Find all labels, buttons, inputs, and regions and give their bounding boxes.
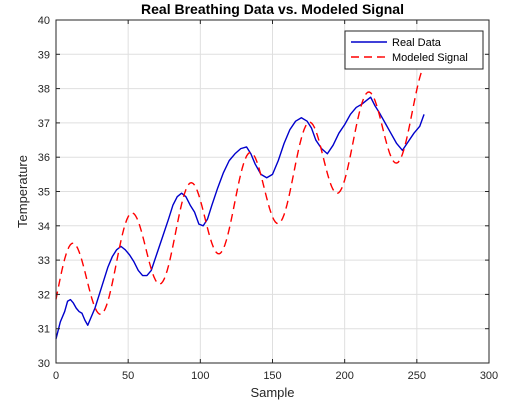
x-tick-label: 0 [53,370,59,382]
series-line-2 [55,65,425,315]
y-axis-label: Temperature [15,155,30,228]
x-axis-label: Sample [250,385,294,400]
y-tick-label: 40 [38,15,50,27]
y-tick-label: 33 [38,255,50,267]
x-tick-label: 200 [335,370,353,382]
series-line-1 [55,96,425,340]
y-tick-label: 31 [38,324,50,336]
y-tick-label: 35 [38,187,50,199]
legend-label-2: Modeled Signal [392,52,468,64]
y-tick-label: 32 [38,289,50,301]
x-tick-label: 300 [480,370,498,382]
legend-label-1: Real Data [392,37,442,49]
legend: Real Data Modeled Signal [344,30,484,70]
series-layer [55,65,425,340]
x-tick-label: 50 [122,370,134,382]
y-tick-label: 34 [38,221,50,233]
y-tick-label: 36 [38,152,50,164]
x-tick-label: 150 [263,370,281,382]
y-tick-label: 37 [38,118,50,130]
y-tick-label: 38 [38,84,50,96]
chart-title: Real Breathing Data vs. Modeled Signal [141,1,404,17]
y-tick-label: 30 [38,358,50,370]
x-tick-label: 100 [191,370,209,382]
legend-box [344,30,484,70]
y-tick-label: 39 [38,49,50,61]
x-tick-label: 250 [408,370,426,382]
ticks: 0 50 100 150 200 250 300 30 31 32 33 34 35 36 37 38 39 40 [38,15,498,382]
